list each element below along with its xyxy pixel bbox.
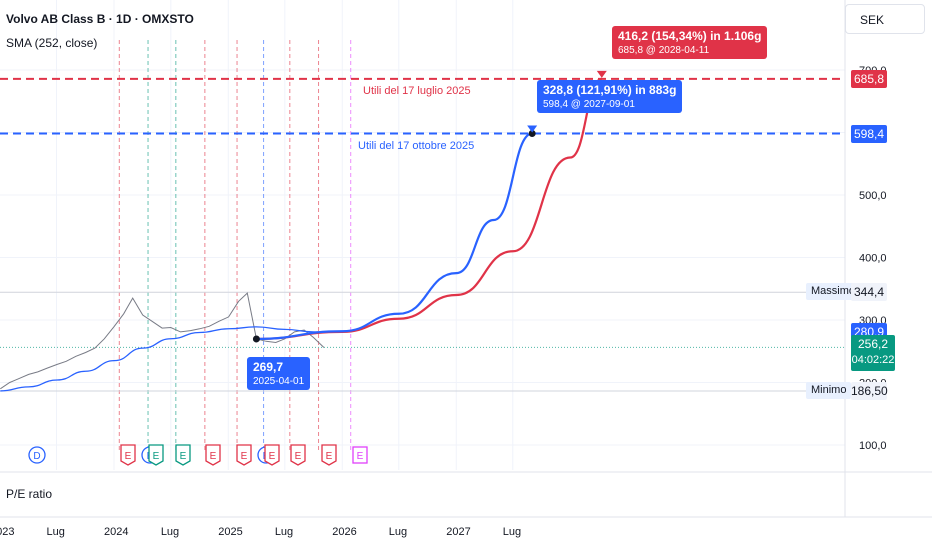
event-marker-e[interactable]: E [321, 444, 337, 466]
event-marker-e[interactable]: E [175, 444, 191, 466]
time-axis-label: 2024 [103, 526, 129, 538]
blue-projection-callout[interactable]: 328,8 (121,91%) in 883g 598,4 @ 2027-09-… [537, 80, 683, 113]
event-badge-shape [321, 444, 337, 466]
red-target-price-tag: 685,8 [851, 69, 887, 88]
price-axis-tick: 500,0 [859, 190, 887, 202]
minimo-label: Minimo [806, 381, 852, 399]
red-line-annotation: Utili del 17 luglio 2025 [363, 84, 471, 97]
time-axis-label: Lug [46, 526, 65, 538]
event-badge-shape [120, 444, 136, 466]
price-axis-tick: 100,0 [859, 440, 887, 452]
event-marker-e[interactable]: E [236, 444, 252, 466]
blue-callout-target: 598,4 @ 2027-09-01 [543, 99, 635, 110]
start-callout-date: 2025-04-01 [253, 376, 305, 387]
last-price-value: 256,2 [857, 337, 889, 352]
event-badge-letter: E [357, 451, 364, 462]
time-axis-label: 2025 [218, 526, 243, 538]
event-badge-shape [352, 446, 368, 464]
currency-selector[interactable]: SEK [845, 4, 925, 34]
blue-callout-change: 328,8 (121,91%) in 883g [543, 83, 677, 97]
time-axis-label: 2023 [0, 526, 15, 538]
time-axis-label: 2027 [446, 526, 471, 538]
time-axis-label: 2026 [332, 526, 357, 538]
event-badge-shape [148, 444, 164, 466]
event-badge-letter: E [295, 451, 302, 462]
blue-target-marker [528, 130, 536, 137]
event-badge-letter: E [125, 451, 132, 462]
event-marker-e[interactable]: E [120, 444, 136, 466]
massimo-label: Massimo [806, 283, 861, 301]
event-badge-shape [290, 444, 306, 466]
event-badge-shape [264, 444, 280, 466]
time-axis-label: Lug [388, 526, 408, 538]
event-badge-letter: E [326, 451, 333, 462]
red-projection-curve [256, 77, 603, 341]
time-axis-label: Lug [274, 526, 294, 538]
last-price-tag: 256,2 04:02:22 [851, 335, 895, 372]
start-callout-price: 269,7 [253, 360, 284, 374]
bar-countdown: 04:02:22 [851, 354, 895, 367]
event-badge-letter: E [210, 451, 217, 462]
event-badge-letter: E [269, 451, 276, 462]
pe-ratio-pane-label[interactable]: P/E ratio [6, 487, 53, 501]
event-badge-shape [236, 444, 252, 466]
massimo-price-tag: 344,4 [851, 283, 887, 302]
event-marker-e[interactable]: E [352, 446, 368, 464]
symbol-title[interactable]: Volvo AB Class B · 1D · OMXSTO [6, 12, 194, 26]
minimo-price-tag: 186,50 [851, 381, 888, 400]
event-marker-e[interactable]: E [264, 444, 280, 466]
blue-line-annotation: Utili del 17 ottobre 2025 [358, 139, 475, 152]
event-badge-letter: D [33, 451, 40, 462]
red-callout-target: 685,8 @ 2028-04-11 [618, 45, 710, 56]
event-badge-shape [175, 444, 191, 466]
event-marker-e[interactable]: E [148, 444, 164, 466]
red-arrowhead [596, 70, 607, 78]
event-marker-e[interactable]: E [290, 444, 306, 466]
event-marker-e[interactable]: E [205, 444, 221, 466]
event-badge-letter: E [241, 451, 248, 462]
event-marker-d[interactable]: D [28, 446, 46, 464]
price-series-line [0, 292, 325, 390]
blue-arrowhead [527, 125, 538, 133]
blue-projection-curve [256, 132, 533, 341]
event-badge-letter: E [153, 451, 160, 462]
start-point-callout[interactable]: 269,7 2025-04-01 [247, 357, 311, 390]
event-badge-letter: E [180, 451, 187, 462]
event-badge-shape [205, 444, 221, 466]
red-projection-callout[interactable]: 416,2 (154,34%) in 1.106g 685,8 @ 2028-0… [612, 26, 768, 59]
red-callout-change: 416,2 (154,34%) in 1.106g [618, 29, 762, 43]
start-point-marker [252, 335, 260, 343]
time-axis-label: Lug [502, 526, 522, 538]
price-axis-tick: 400,0 [859, 253, 887, 265]
sma-indicator-label[interactable]: SMA (252, close) [6, 36, 98, 50]
time-axis-label: Lug [160, 526, 180, 538]
sma-series-line [0, 326, 324, 392]
blue-target-price-tag: 598,4 [851, 124, 887, 143]
event-badge-shape [28, 446, 46, 464]
